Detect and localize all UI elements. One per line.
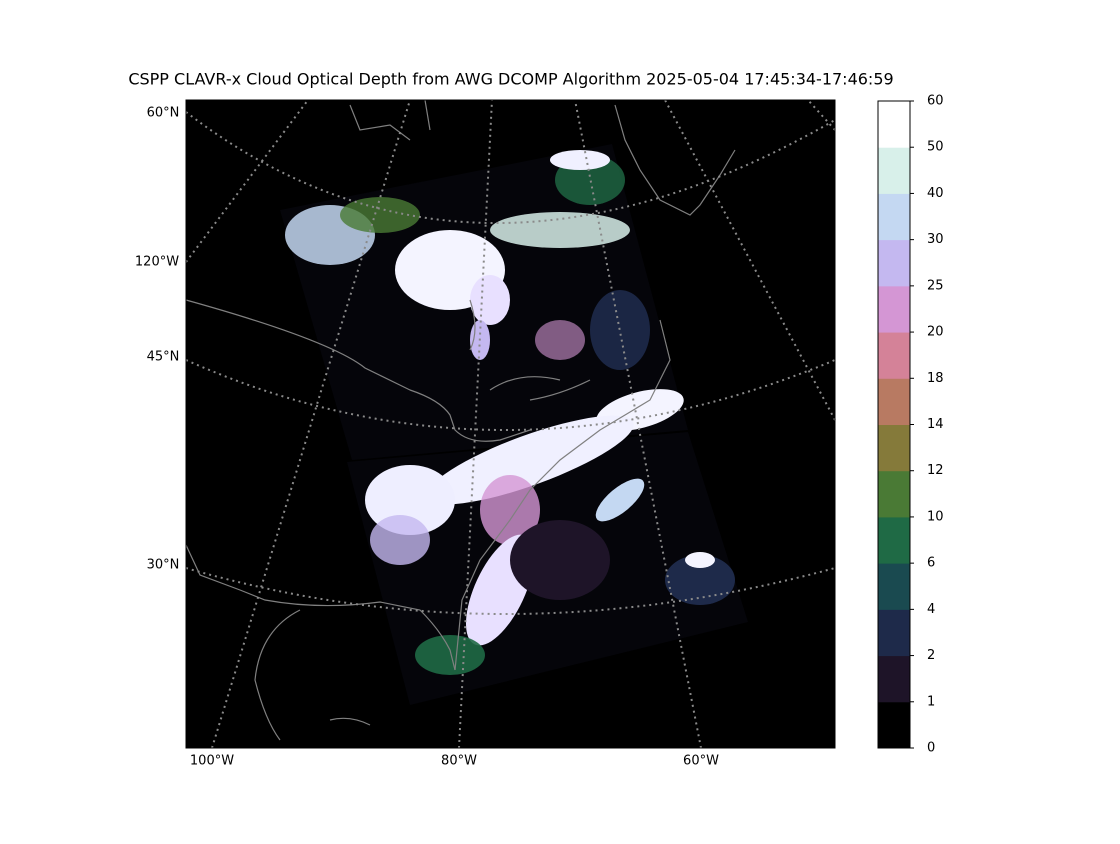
graticule-line: [211, 99, 411, 749]
graticule-line: [185, 99, 309, 263]
colorbar-segment: [878, 424, 910, 472]
colorbar-tick-label: 10: [927, 509, 944, 524]
colorbar-tick-label: 1: [927, 694, 935, 709]
colorbar-segment: [878, 147, 910, 194]
colorbar-segment: [878, 378, 910, 425]
colorbar-tick-label: 40: [927, 186, 944, 201]
cloud: [595, 478, 645, 522]
graticule-line: [664, 99, 836, 421]
graticule-line: [807, 99, 836, 131]
colorbar-segment: [878, 239, 910, 287]
cloud: [685, 552, 715, 568]
cloud: [426, 415, 634, 505]
lakes: [469, 299, 591, 401]
map-frame: [185, 99, 836, 749]
lat-label: 120°W: [135, 255, 179, 270]
graticule-line: [185, 567, 836, 615]
border: [185, 299, 531, 442]
colorbar-segment: [878, 609, 910, 657]
coastline: [185, 544, 456, 671]
colorbar-tick-label: 50: [927, 140, 944, 155]
colorbar-tick-label: 18: [927, 371, 944, 386]
colorbar-segment: [878, 516, 910, 564]
graticule: [185, 99, 836, 749]
cloud: [590, 290, 650, 370]
lat-label: 60°N: [147, 106, 180, 121]
colorbar-tick-label: 20: [927, 325, 944, 340]
colorbar-tick-label: 12: [927, 463, 944, 478]
lon-label: 80°W: [441, 754, 477, 769]
graticule-line: [574, 99, 702, 749]
cloud: [480, 475, 540, 545]
cloud: [490, 212, 630, 248]
cloud: [340, 197, 420, 233]
cloud: [415, 635, 485, 675]
cloud: [665, 555, 735, 605]
lat-label: 45°N: [147, 350, 180, 365]
coastline: [254, 609, 371, 741]
greenland: [614, 104, 736, 216]
colorbar-segment: [878, 655, 910, 703]
cloud: [470, 275, 510, 325]
cloud: [510, 520, 610, 600]
colorbar-segment: [878, 470, 910, 518]
colorbar-tick-label: 60: [927, 94, 944, 109]
colorbar-segment: [878, 193, 910, 241]
coastlines: [185, 99, 736, 741]
cloud: [550, 150, 610, 170]
map: [185, 99, 836, 749]
coastline: [454, 319, 671, 671]
cloud: [370, 515, 430, 565]
lon-label: 100°W: [190, 754, 234, 769]
colorbar-segment: [878, 101, 910, 148]
clouds: [280, 144, 748, 705]
colorbar-segment: [878, 285, 910, 333]
colorbar-segment: [878, 701, 910, 749]
colorbar-tick-label: 0: [927, 741, 935, 756]
colorbar-segment: [878, 563, 910, 610]
colorbar-tick-label: 14: [927, 417, 944, 432]
title: CSPP CLAVR-x Cloud Optical Depth from AW…: [128, 70, 893, 89]
lon-label: 60°W: [683, 754, 719, 769]
lat-label: 30°N: [147, 558, 180, 573]
colorbar-tick-label: 30: [927, 232, 944, 247]
colorbar-segment: [878, 332, 910, 379]
colorbar-tick-label: 25: [927, 278, 944, 293]
graticule-line: [458, 99, 493, 749]
colorbar-tick-label: 2: [927, 648, 935, 663]
colorbar-tick-label: 6: [927, 556, 935, 571]
colorbar-tick-label: 4: [927, 602, 935, 617]
cloud: [535, 320, 585, 360]
